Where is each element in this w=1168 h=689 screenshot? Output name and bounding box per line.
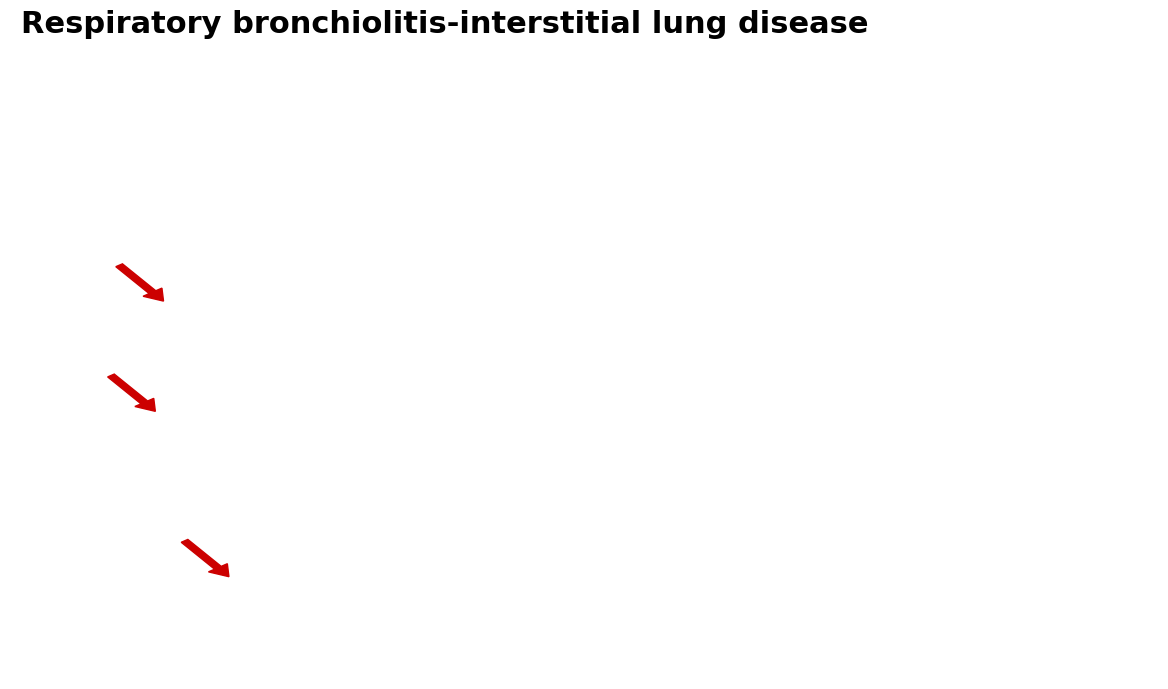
Text: Respiratory bronchiolitis-interstitial lung disease: Respiratory bronchiolitis-interstitial l… [21, 10, 869, 39]
